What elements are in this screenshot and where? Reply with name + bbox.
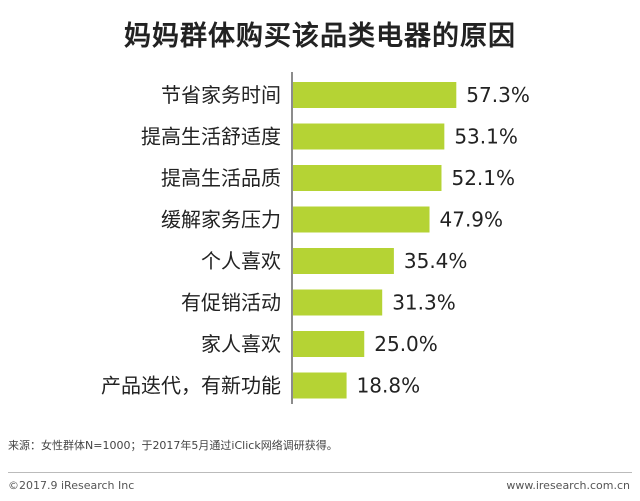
value-label: 53.1% bbox=[454, 125, 518, 149]
value-label: 18.8% bbox=[357, 374, 421, 398]
bar bbox=[293, 248, 394, 274]
bar bbox=[293, 289, 383, 316]
source-note: 来源：女性群体N=1000；于2017年5月通过iClick网络调研获得。 bbox=[8, 439, 338, 452]
category-label: 缓解家务压力 bbox=[161, 208, 281, 232]
category-label: 个人喜欢 bbox=[201, 249, 281, 273]
bars-group: 节省家务时间 57.3% 提高生活舒适度 53.1% 提高生活品质 52.1% 缓解家务压力… bbox=[101, 82, 530, 399]
bar bbox=[293, 123, 445, 150]
bar bbox=[293, 165, 442, 191]
category-label: 有促销活动 bbox=[181, 291, 281, 315]
bar bbox=[293, 82, 457, 108]
value-label: 31.3% bbox=[392, 291, 456, 315]
category-label: 产品迭代，有新功能 bbox=[101, 374, 281, 398]
value-label: 57.3% bbox=[466, 83, 530, 107]
bar-chart: 节省家务时间 57.3% 提高生活舒适度 53.1% 提高生活品质 52.1% 缓解家务压力… bbox=[101, 72, 530, 404]
value-label: 25.0% bbox=[374, 332, 438, 356]
bar bbox=[293, 206, 430, 233]
copyright-text: ©2017.9 iResearch Inc bbox=[8, 479, 135, 492]
category-label: 家人喜欢 bbox=[201, 332, 281, 356]
bar bbox=[293, 331, 365, 357]
value-label: 47.9% bbox=[440, 208, 504, 232]
category-label: 提高生活品质 bbox=[161, 166, 281, 190]
value-label: 52.1% bbox=[451, 166, 515, 190]
bar bbox=[293, 372, 347, 399]
website-text: www.iresearch.com.cn bbox=[506, 479, 630, 492]
category-label: 节省家务时间 bbox=[161, 83, 281, 107]
footer-divider bbox=[8, 472, 632, 473]
category-label: 提高生活舒适度 bbox=[141, 125, 281, 149]
value-label: 35.4% bbox=[404, 249, 468, 273]
chart-title: 妈妈群体购买该品类电器的原因 bbox=[124, 21, 516, 52]
